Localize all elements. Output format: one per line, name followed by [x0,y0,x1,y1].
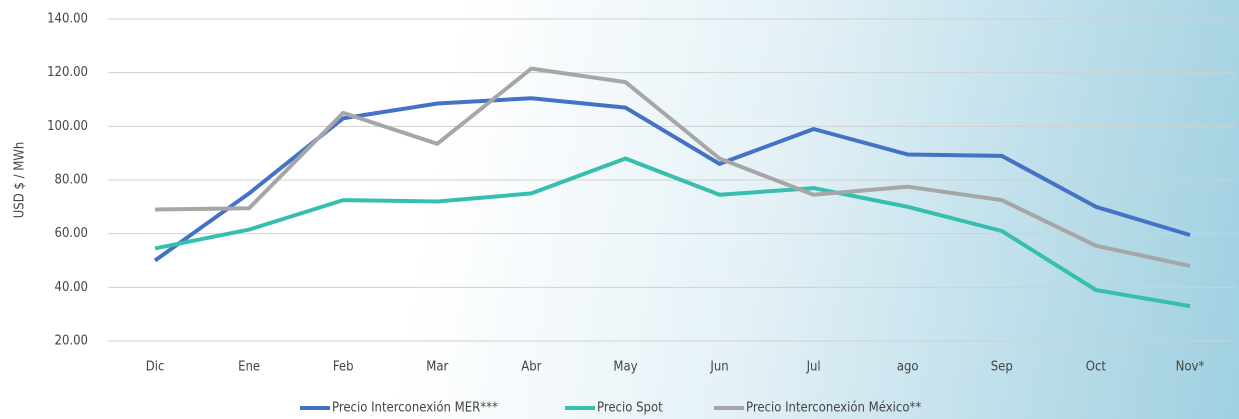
y-tick-label: 20.00 [55,334,88,349]
y-tick-label: 120.00 [47,65,88,80]
y-tick-label: 60.00 [55,226,88,241]
series-line [154,66,1191,268]
y-tick-label: 80.00 [55,173,88,188]
x-tick-label: Dic [146,360,165,375]
legend-label: Precio Interconexión MER*** [332,401,498,416]
x-tick-label: Jun [709,360,728,375]
x-tick-label: Abr [521,360,541,375]
x-tick-label: Feb [333,360,354,375]
x-tick-label: Jul [806,360,821,375]
legend-label: Precio Interconexión México** [746,401,921,416]
x-tick-label: Oct [1086,360,1107,375]
series-line [154,156,1191,309]
legend-label: Precio Spot [597,401,663,416]
y-axis-label: USD $ / MWh [13,142,28,219]
y-tick-label: 140.00 [47,12,88,27]
x-tick-label: Sep [991,360,1013,375]
y-tick-label: 40.00 [55,280,88,295]
x-tick-label: Ene [238,360,260,375]
x-tick-label: Mar [426,360,448,375]
x-tick-label: Nov* [1176,360,1205,375]
x-tick-label: May [613,360,637,375]
x-tick-label: ago [897,360,919,375]
y-tick-label: 100.00 [47,119,88,134]
